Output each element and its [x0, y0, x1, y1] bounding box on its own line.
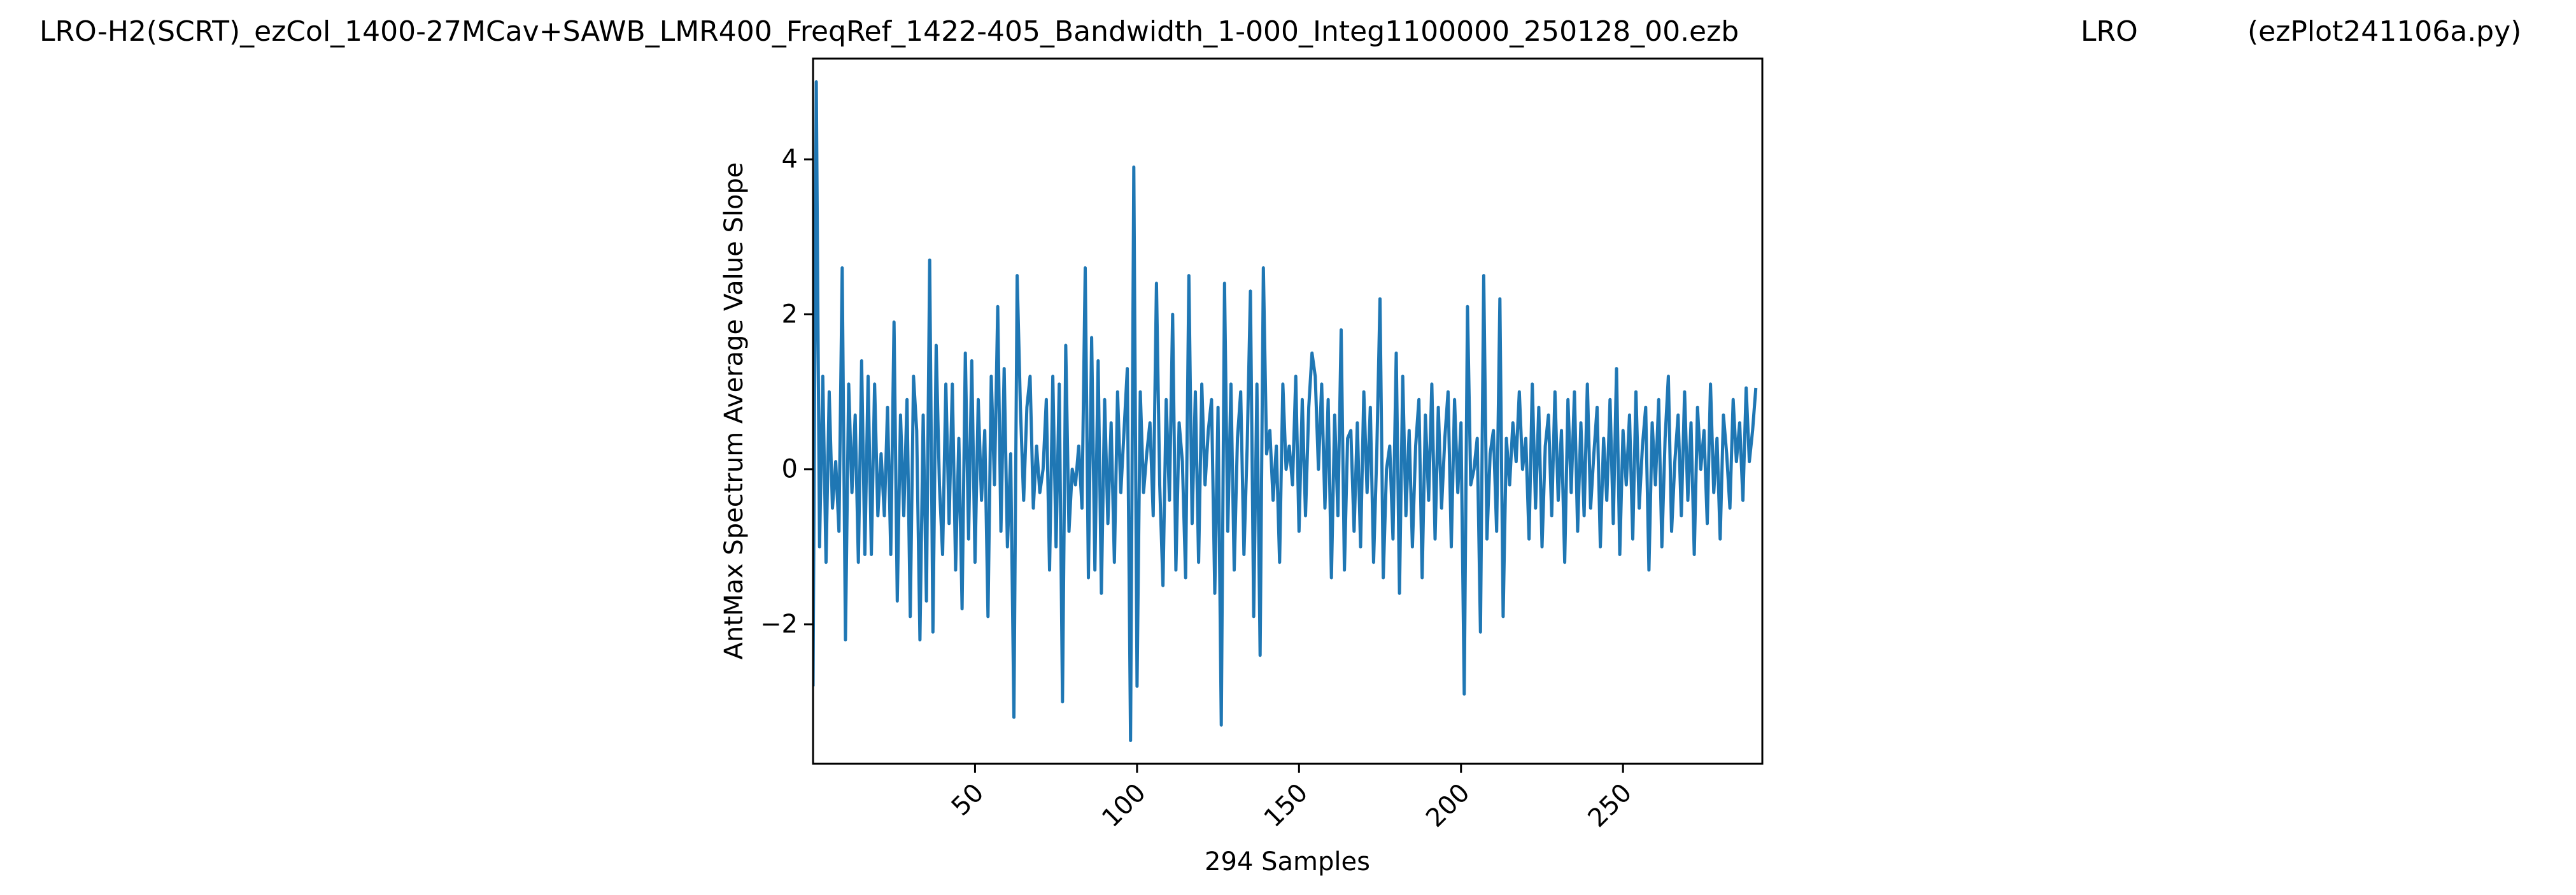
x-tick-label: 100	[1096, 778, 1152, 833]
series-line-0	[813, 80, 1758, 742]
x-axis-label: 294 Samples	[1205, 847, 1370, 877]
x-tick-label: 250	[1583, 778, 1638, 833]
script-name: (ezPlot241106a.py)	[2247, 15, 2522, 48]
x-tick-label: 200	[1420, 778, 1476, 833]
data-filename: LRO-H2(SCRT)_ezCol_1400-27MCav+SAWB_LMR4…	[39, 15, 1739, 48]
y-tick-label: 2	[782, 299, 798, 329]
y-tick-label: −2	[760, 610, 798, 639]
page-header: LRO-H2(SCRT)_ezCol_1400-27MCav+SAWB_LMR4…	[0, 0, 2576, 70]
y-tick-label: 4	[782, 145, 798, 174]
plot-area-frame	[812, 57, 1764, 765]
x-tick-label: 150	[1259, 778, 1314, 833]
site-label: LRO	[2081, 15, 2138, 48]
y-axis-label: AntMax Spectrum Average Value Slope	[719, 162, 749, 660]
x-tick-label: 50	[946, 778, 990, 822]
y-tick-label: 0	[782, 455, 798, 484]
